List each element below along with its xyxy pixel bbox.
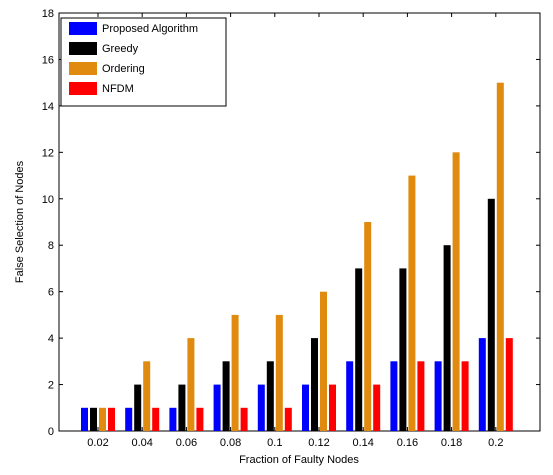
legend-label: NFDM bbox=[102, 83, 134, 95]
bar-nfdm-0.08 bbox=[240, 407, 248, 431]
bar-ordering-0.04 bbox=[143, 361, 151, 431]
bar-ordering-0.12 bbox=[320, 291, 327, 431]
bar-nfdm-0.1 bbox=[284, 407, 292, 431]
bar-nfdm-0.12 bbox=[329, 384, 336, 431]
x-tick-label: 0.08 bbox=[220, 437, 241, 449]
bar-ordering-0.06 bbox=[187, 338, 195, 431]
y-axis-label: False Selection of Nodes bbox=[14, 160, 26, 283]
x-axis-label: Fraction of Faulty Nodes bbox=[239, 454, 359, 466]
bar-proposed-algorithm-0.18 bbox=[434, 361, 442, 431]
bar-ordering-0.1 bbox=[275, 314, 283, 431]
bar-nfdm-0.06 bbox=[196, 407, 204, 431]
legend: Proposed Algorithm Greedy Ordering NFDM bbox=[60, 17, 227, 107]
y-tick-label: 0 bbox=[48, 426, 54, 438]
y-tick-label: 18 bbox=[42, 8, 54, 20]
bar-ordering-0.18 bbox=[452, 152, 460, 432]
bar-greedy-0.18 bbox=[443, 245, 451, 431]
x-tick-label: 0.06 bbox=[176, 437, 197, 449]
bar-greedy-0.14 bbox=[355, 268, 363, 431]
x-tick-label: 0.2 bbox=[488, 437, 503, 449]
bar-ordering-0.2 bbox=[496, 82, 504, 431]
x-tick-label: 0.16 bbox=[397, 437, 418, 449]
y-tick-label: 4 bbox=[48, 333, 54, 345]
x-tick-label: 0.12 bbox=[308, 437, 329, 449]
bar-proposed-algorithm-0.02 bbox=[81, 407, 88, 431]
bar-greedy-0.1 bbox=[266, 361, 274, 431]
bar-greedy-0.2 bbox=[487, 198, 495, 431]
x-tick-label: 0.1 bbox=[267, 437, 282, 449]
bar-greedy-0.04 bbox=[134, 384, 142, 431]
bar-ordering-0.08 bbox=[231, 314, 239, 431]
bar-proposed-algorithm-0.08 bbox=[213, 384, 221, 431]
y-tick-label: 8 bbox=[48, 240, 54, 252]
bar-greedy-0.16 bbox=[399, 268, 407, 431]
bar-nfdm-0.02 bbox=[108, 407, 115, 431]
bar-proposed-algorithm-0.2 bbox=[478, 338, 486, 431]
bar-proposed-algorithm-0.14 bbox=[346, 361, 354, 431]
bars-layer bbox=[81, 82, 513, 432]
bar-nfdm-0.16 bbox=[417, 361, 425, 431]
legend-swatch-nfdm bbox=[69, 82, 97, 95]
bar-proposed-algorithm-0.12 bbox=[302, 384, 309, 431]
legend-swatch-ordering bbox=[69, 62, 97, 75]
legend-swatch-greedy bbox=[69, 42, 97, 55]
y-tick-label: 10 bbox=[42, 194, 54, 206]
y-tick-label: 14 bbox=[42, 101, 54, 113]
bar-proposed-algorithm-0.1 bbox=[257, 384, 265, 431]
bar-nfdm-0.2 bbox=[505, 338, 513, 431]
legend-swatch-proposed-algorithm bbox=[69, 22, 97, 35]
bar-greedy-0.08 bbox=[222, 361, 230, 431]
legend-label: Greedy bbox=[102, 43, 139, 55]
legend-label: Proposed Algorithm bbox=[102, 23, 198, 35]
bar-greedy-0.06 bbox=[178, 384, 186, 431]
y-tick-label: 6 bbox=[48, 287, 54, 299]
legend-label: Ordering bbox=[102, 63, 145, 75]
y-tick-label: 2 bbox=[48, 380, 54, 392]
bar-ordering-0.02 bbox=[99, 407, 106, 431]
bar-ordering-0.16 bbox=[408, 175, 416, 431]
y-axis: 0 2 4 6 8 10 12 14 16 18 bbox=[42, 8, 540, 438]
x-tick-label: 0.04 bbox=[131, 437, 152, 449]
x-axis: 0.02 0.04 0.06 0.08 0.1 0.12 0.14 0.16 0.18 0.2 bbox=[87, 13, 503, 449]
x-tick-label: 0.02 bbox=[87, 437, 108, 449]
bar-nfdm-0.14 bbox=[373, 384, 381, 431]
bar-nfdm-0.04 bbox=[152, 407, 160, 431]
x-tick-label: 0.14 bbox=[352, 437, 373, 449]
bar-ordering-0.14 bbox=[364, 222, 372, 431]
bar-proposed-algorithm-0.16 bbox=[390, 361, 398, 431]
bar-proposed-algorithm-0.04 bbox=[125, 407, 133, 431]
x-tick-label: 0.18 bbox=[441, 437, 462, 449]
y-tick-label: 12 bbox=[42, 147, 54, 159]
bar-nfdm-0.18 bbox=[461, 361, 469, 431]
bar-greedy-0.02 bbox=[90, 407, 97, 431]
bar-proposed-algorithm-0.06 bbox=[169, 407, 177, 431]
y-tick-label: 16 bbox=[42, 54, 54, 66]
bar-greedy-0.12 bbox=[311, 338, 318, 431]
